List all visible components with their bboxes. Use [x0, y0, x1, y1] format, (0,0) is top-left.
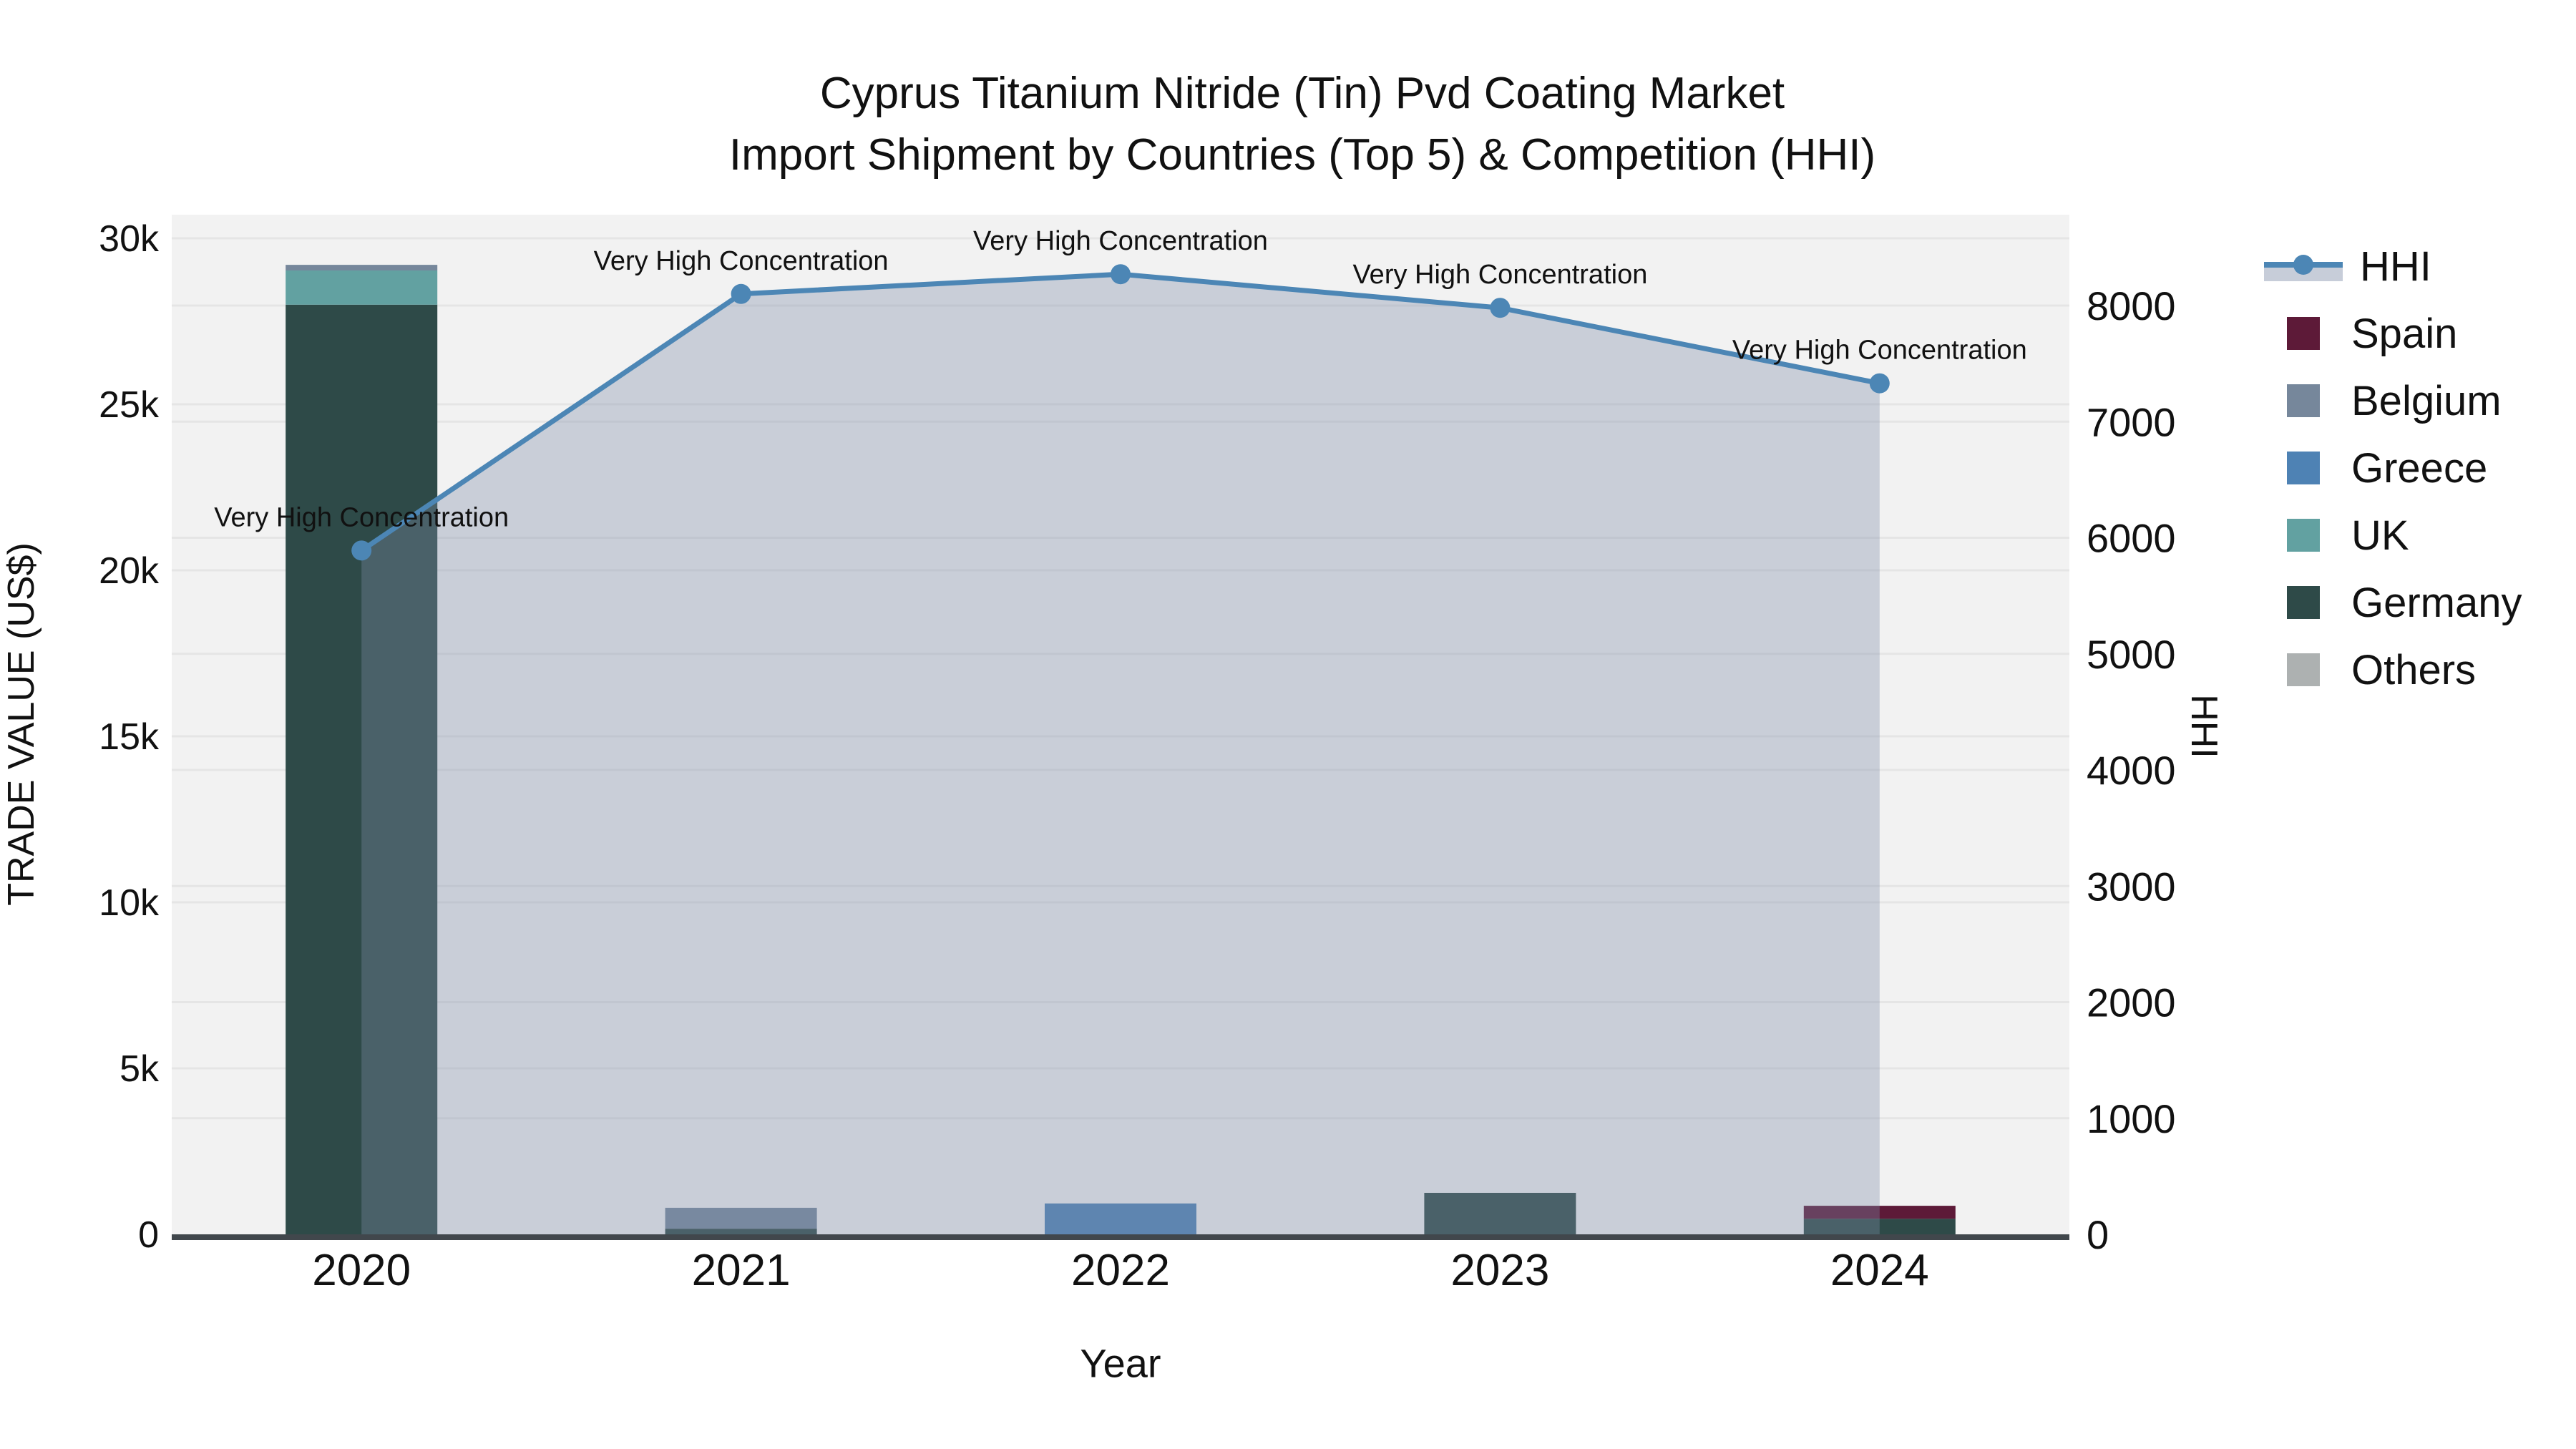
annotation-label-2024: Very High Concentration — [1732, 336, 2027, 366]
bar-segment-spain-2024 — [1803, 1206, 1956, 1219]
legend-label: Greece — [2351, 444, 2488, 492]
legend-label: Spain — [2351, 310, 2458, 357]
legend-swatch-belgium — [2287, 384, 2320, 417]
legend-swatch-uk — [2287, 519, 2320, 552]
right-tick-label: 0 — [2087, 1212, 2109, 1257]
x-axis-title: Year — [1080, 1340, 1161, 1386]
gridlines — [172, 237, 2069, 1120]
hhi-area-fill — [361, 274, 1880, 1234]
hhi-marker-2021 — [731, 283, 751, 304]
legend-item-greece[interactable]: Greece — [2261, 434, 2522, 502]
hhi-line-icon — [2264, 250, 2343, 283]
x-tick-label-2020: 2020 — [312, 1246, 411, 1295]
right-tick-label: 3000 — [2087, 864, 2176, 909]
annotation-label-2023: Very High Concentration — [1352, 260, 1647, 290]
right-tick-label: 7000 — [2087, 399, 2176, 444]
legend-item-germany[interactable]: Germany — [2261, 569, 2522, 636]
annotation-label-2020: Very High Concentration — [214, 502, 509, 532]
chart-title-line1: Cyprus Titanium Nitride (Tin) Pvd Coatin… — [819, 69, 1785, 118]
legend: HHI Spain Belgium Greece UK Germany Others — [2261, 233, 2522, 703]
legend-label: Others — [2351, 646, 2477, 693]
legend-swatch-germany — [2287, 586, 2320, 619]
annotation-label-2021: Very High Concentration — [594, 246, 889, 276]
left-axis-title: TRADE VALUE (US$) — [1, 542, 42, 906]
right-tick-label: 6000 — [2087, 516, 2176, 561]
legend-item-belgium[interactable]: Belgium — [2261, 367, 2522, 434]
right-tick-label: 4000 — [2087, 748, 2176, 793]
right-tick-label: 5000 — [2087, 632, 2176, 677]
bar-segment-uk-2020 — [286, 270, 438, 305]
annotation-label-2022: Very High Concentration — [973, 226, 1268, 256]
left-tick-label: 30k — [99, 218, 160, 260]
left-tick-label: 15k — [99, 716, 160, 758]
bar-segment-belgium-2021 — [665, 1207, 817, 1229]
left-tick-label: 20k — [99, 550, 160, 592]
x-axis-line — [172, 1234, 2069, 1240]
left-tick-label: 25k — [99, 384, 160, 426]
hhi-marker-2023 — [1490, 298, 1511, 318]
chart-title-line2: Import Shipment by Countries (Top 5) & C… — [728, 130, 1876, 180]
bar-segment-greece-2022 — [1045, 1203, 1196, 1234]
x-tick-label-2024: 2024 — [1830, 1246, 1929, 1295]
x-tick-label-2022: 2022 — [1071, 1246, 1170, 1295]
plot-background — [172, 215, 2069, 1237]
legend-label: Belgium — [2351, 377, 2502, 424]
hhi-marker-2024 — [1869, 373, 1890, 394]
bar-segment-germany-2024 — [1803, 1219, 1956, 1234]
right-axis-title: HHI — [2183, 694, 2225, 758]
legend-item-uk[interactable]: UK — [2261, 502, 2522, 569]
hhi-marker-2022 — [1111, 264, 1131, 285]
x-tick-label-2023: 2023 — [1450, 1246, 1549, 1295]
right-tick-label: 8000 — [2087, 283, 2176, 328]
right-tick-label: 1000 — [2087, 1096, 2176, 1141]
left-tick-label: 5k — [119, 1048, 160, 1090]
legend-item-spain[interactable]: Spain — [2261, 300, 2522, 367]
bar-segment-germany-2021 — [665, 1229, 817, 1234]
legend-label: HHI — [2360, 243, 2431, 290]
x-tick-label-2021: 2021 — [692, 1246, 791, 1295]
legend-swatch-spain — [2287, 317, 2320, 350]
legend-swatch-others — [2287, 653, 2320, 686]
bar-segment-germany-2020 — [286, 304, 438, 1234]
legend-item-hhi[interactable]: HHI — [2261, 233, 2522, 300]
legend-label: UK — [2351, 512, 2409, 559]
right-tick-label: 2000 — [2087, 980, 2176, 1025]
hhi-marker-2020 — [351, 540, 372, 561]
hhi-marker-dot — [2293, 255, 2313, 275]
legend-label: Germany — [2351, 579, 2522, 626]
chart-title: Cyprus Titanium Nitride (Tin) Pvd Coatin… — [29, 63, 2576, 186]
bar-segment-germany-2023 — [1424, 1193, 1576, 1234]
bar-series — [286, 265, 1956, 1234]
legend-item-others[interactable]: Others — [2261, 636, 2522, 703]
bar-segment-belgium-2020 — [286, 265, 438, 271]
left-tick-label: 10k — [99, 882, 160, 924]
legend-swatch-greece — [2287, 452, 2320, 484]
left-tick-label: 0 — [138, 1214, 159, 1256]
